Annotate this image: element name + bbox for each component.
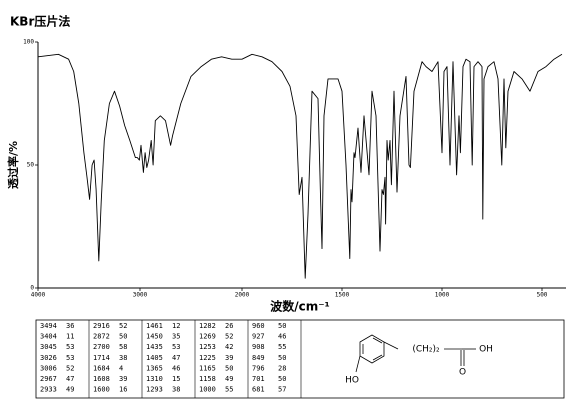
peak-transmittance: 58 <box>119 343 127 351</box>
peak-transmittance: 16 <box>119 386 127 394</box>
peak-transmittance: 47 <box>66 375 74 383</box>
peak-transmittance: 46 <box>172 364 180 372</box>
peak-transmittance: 38 <box>172 386 180 394</box>
peak-transmittance: 49 <box>225 375 233 383</box>
table-frame <box>35 319 565 399</box>
peak-wavenumber: 1435 <box>146 343 163 351</box>
spectrum-line <box>37 53 563 279</box>
peak-transmittance: 28 <box>278 364 286 372</box>
peak-transmittance: 52 <box>66 364 74 372</box>
bond <box>372 354 383 361</box>
bond <box>355 355 361 373</box>
peak-wavenumber: 1450 <box>146 333 163 341</box>
peak-transmittance: 50 <box>225 364 233 372</box>
peak-transmittance: 38 <box>119 354 127 362</box>
peak-wavenumber: 1165 <box>199 364 216 372</box>
peak-wavenumber: 1000 <box>199 386 216 394</box>
peak-transmittance: 53 <box>66 354 74 362</box>
peak-transmittance: 12 <box>172 322 180 330</box>
peak-wavenumber: 1253 <box>199 343 216 351</box>
peak-transmittance: 11 <box>66 333 74 341</box>
peak-transmittance: 4 <box>119 364 123 372</box>
peak-wavenumber: 1405 <box>146 354 163 362</box>
peak-transmittance: 15 <box>172 375 180 383</box>
x-tick-label: 2000 <box>235 292 250 299</box>
peak-wavenumber: 3006 <box>40 364 57 372</box>
peak-wavenumber: 3045 <box>40 343 57 351</box>
peak-wavenumber: 2700 <box>93 343 110 351</box>
peak-wavenumber: 908 <box>252 343 265 351</box>
peak-table: 3494 36 3404 11 3045 53 3026 53 3006 52 2967 47 2933… <box>35 319 565 399</box>
acid-oh-label: OH <box>479 345 493 355</box>
peak-wavenumber: 2872 <box>93 333 110 341</box>
bond <box>383 341 399 350</box>
peak-wavenumber: 3404 <box>40 333 57 341</box>
y-tick-label: 0 <box>30 285 34 292</box>
peak-wavenumber: 927 <box>252 333 265 341</box>
peak-transmittance: 53 <box>172 343 180 351</box>
peak-transmittance: 39 <box>225 354 233 362</box>
peak-wavenumber: 1608 <box>93 375 110 383</box>
hydroxyl-label: HO <box>345 376 359 386</box>
peak-wavenumber: 3494 <box>40 322 57 330</box>
peak-transmittance: 39 <box>119 375 127 383</box>
peak-transmittance: 50 <box>278 322 286 330</box>
peak-transmittance: 55 <box>278 343 286 351</box>
y-axis-label: 透过率/% <box>6 141 20 189</box>
x-axis-label: 波数/cm⁻¹ <box>270 299 330 314</box>
peak-wavenumber: 1158 <box>199 375 216 383</box>
y-tick-label: 100 <box>23 39 34 46</box>
peak-wavenumber: 1225 <box>199 354 216 362</box>
peak-transmittance: 46 <box>278 333 286 341</box>
x-tick-label: 4000 <box>31 292 46 299</box>
peak-transmittance: 50 <box>119 333 127 341</box>
peak-transmittance: 55 <box>225 386 233 394</box>
chart-title: KBr压片法 <box>10 14 70 29</box>
peak-transmittance: 52 <box>225 333 233 341</box>
peak-transmittance: 35 <box>172 333 180 341</box>
peak-transmittance: 50 <box>278 375 286 383</box>
peak-wavenumber: 1684 <box>93 364 110 372</box>
y-tick-label: 50 <box>27 162 35 169</box>
peak-wavenumber: 1269 <box>199 333 216 341</box>
peak-wavenumber: 681 <box>252 386 265 394</box>
peak-wavenumber: 1714 <box>93 354 110 362</box>
peak-transmittance: 52 <box>119 322 127 330</box>
peak-transmittance: 50 <box>278 354 286 362</box>
peak-wavenumber: 701 <box>252 375 265 383</box>
peak-wavenumber: 1461 <box>146 322 163 330</box>
peak-transmittance: 26 <box>225 322 233 330</box>
peak-wavenumber: 3026 <box>40 354 57 362</box>
peak-wavenumber: 1293 <box>146 386 163 394</box>
peak-wavenumber: 2916 <box>93 322 110 330</box>
carbonyl-label: O <box>459 368 466 378</box>
peak-transmittance: 36 <box>66 322 74 330</box>
chain-label: (CH₂)₂ <box>412 345 440 355</box>
peak-transmittance: 49 <box>66 386 74 394</box>
peak-wavenumber: 2933 <box>40 386 57 394</box>
bond <box>372 337 383 344</box>
peak-wavenumber: 849 <box>252 354 265 362</box>
structure <box>355 334 476 373</box>
x-tick-label: 1000 <box>435 292 450 299</box>
x-tick-label: 1500 <box>335 292 350 299</box>
peak-transmittance: 42 <box>225 343 233 351</box>
peak-wavenumber: 796 <box>252 364 265 372</box>
peak-transmittance: 47 <box>172 354 180 362</box>
x-tick-label: 3000 <box>133 292 148 299</box>
peak-wavenumber: 960 <box>252 322 265 330</box>
peak-transmittance: 57 <box>278 386 286 394</box>
benzene-ring <box>359 334 385 364</box>
peak-wavenumber: 1365 <box>146 364 163 372</box>
x-tick-label: 500 <box>537 292 548 299</box>
peak-wavenumber: 2967 <box>40 375 57 383</box>
peak-wavenumber: 1282 <box>199 322 216 330</box>
peak-wavenumber: 1600 <box>93 386 110 394</box>
peak-wavenumber: 1310 <box>146 375 163 383</box>
peak-transmittance: 53 <box>66 343 74 351</box>
